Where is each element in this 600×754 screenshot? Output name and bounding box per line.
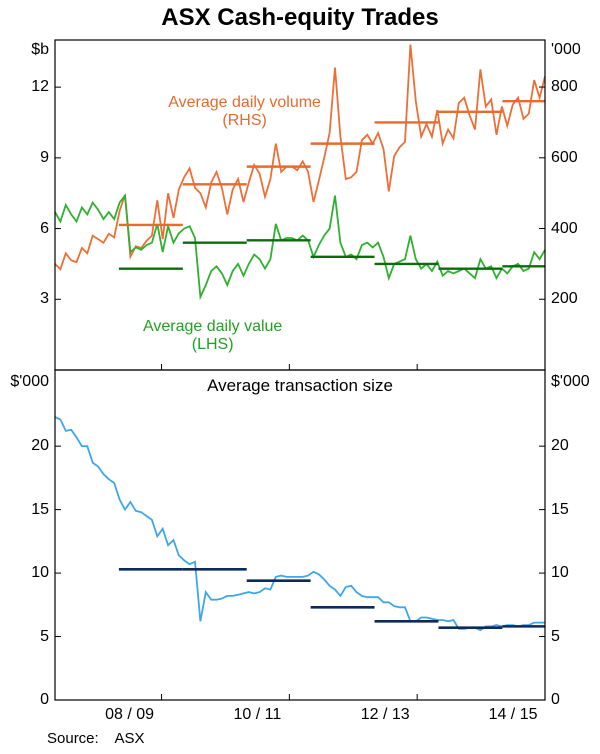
panel1-right-unit: '000 [551, 41, 581, 59]
tick-label: 9 [40, 149, 49, 167]
source-label: Source: [47, 730, 99, 747]
tick-label: 15 [551, 501, 569, 519]
tick-label: 20 [31, 437, 49, 455]
label-value: Average daily value (LHS) [143, 318, 282, 354]
label-value-line2: (LHS) [143, 336, 282, 354]
tick-label: 10 [31, 564, 49, 582]
tick-label: 15 [31, 501, 49, 519]
tick-label: 10 [551, 564, 569, 582]
panel2-border [55, 370, 545, 700]
tick-label: 08 / 09 [105, 706, 154, 724]
tick-label: 800 [551, 78, 578, 96]
tick-label: 600 [551, 149, 578, 167]
tick-label: 0 [40, 691, 49, 709]
tick-label: 10 / 11 [234, 706, 282, 724]
tick-label: 200 [551, 290, 578, 308]
tick-label: 6 [40, 220, 49, 238]
chart-source: Source: ASX [47, 730, 145, 747]
label-value-line1: Average daily value [143, 318, 282, 336]
label-volume-line2: (RHS) [168, 112, 321, 130]
panel2-right-unit: $'000 [551, 373, 590, 391]
tick-label: 14 / 15 [489, 706, 538, 724]
panel2-left-unit: $'000 [10, 373, 49, 391]
tick-label: 12 / 13 [361, 706, 410, 724]
tick-label: 0 [551, 691, 560, 709]
tick-label: 5 [551, 628, 560, 646]
tick-label: 400 [551, 220, 578, 238]
panel2-subtitle: Average transaction size [207, 376, 393, 396]
panel1-left-unit: $b [31, 41, 49, 59]
source-value: ASX [115, 730, 145, 747]
label-volume: Average daily volume (RHS) [168, 94, 321, 130]
tick-label: 5 [40, 628, 49, 646]
tick-label: 3 [40, 290, 49, 308]
label-volume-line1: Average daily volume [168, 94, 321, 112]
series-size [55, 417, 545, 630]
tick-label: 20 [551, 437, 569, 455]
tick-label: 12 [31, 78, 49, 96]
